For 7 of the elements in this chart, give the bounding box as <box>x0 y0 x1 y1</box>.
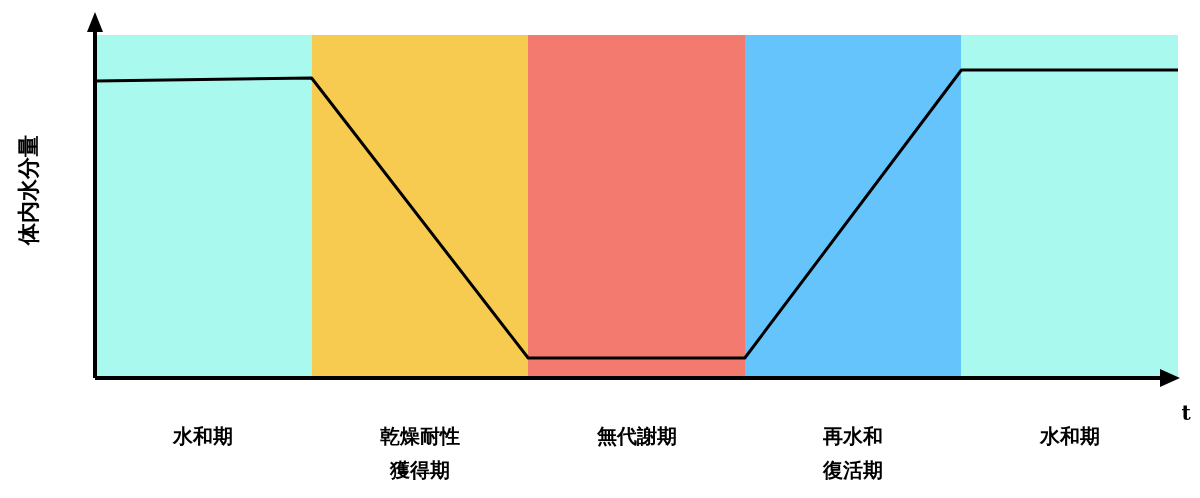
text: 水和期 <box>1038 424 1100 448</box>
text: 水和期 <box>172 424 234 448</box>
y-axis-title: 体内水分量 <box>15 135 41 246</box>
text: 乾燥耐性獲得期 <box>379 424 460 482</box>
text: 無代謝期 <box>595 424 677 448</box>
x-axis-title: t <box>1181 401 1192 425</box>
text: 再水和復活期 <box>822 424 884 482</box>
